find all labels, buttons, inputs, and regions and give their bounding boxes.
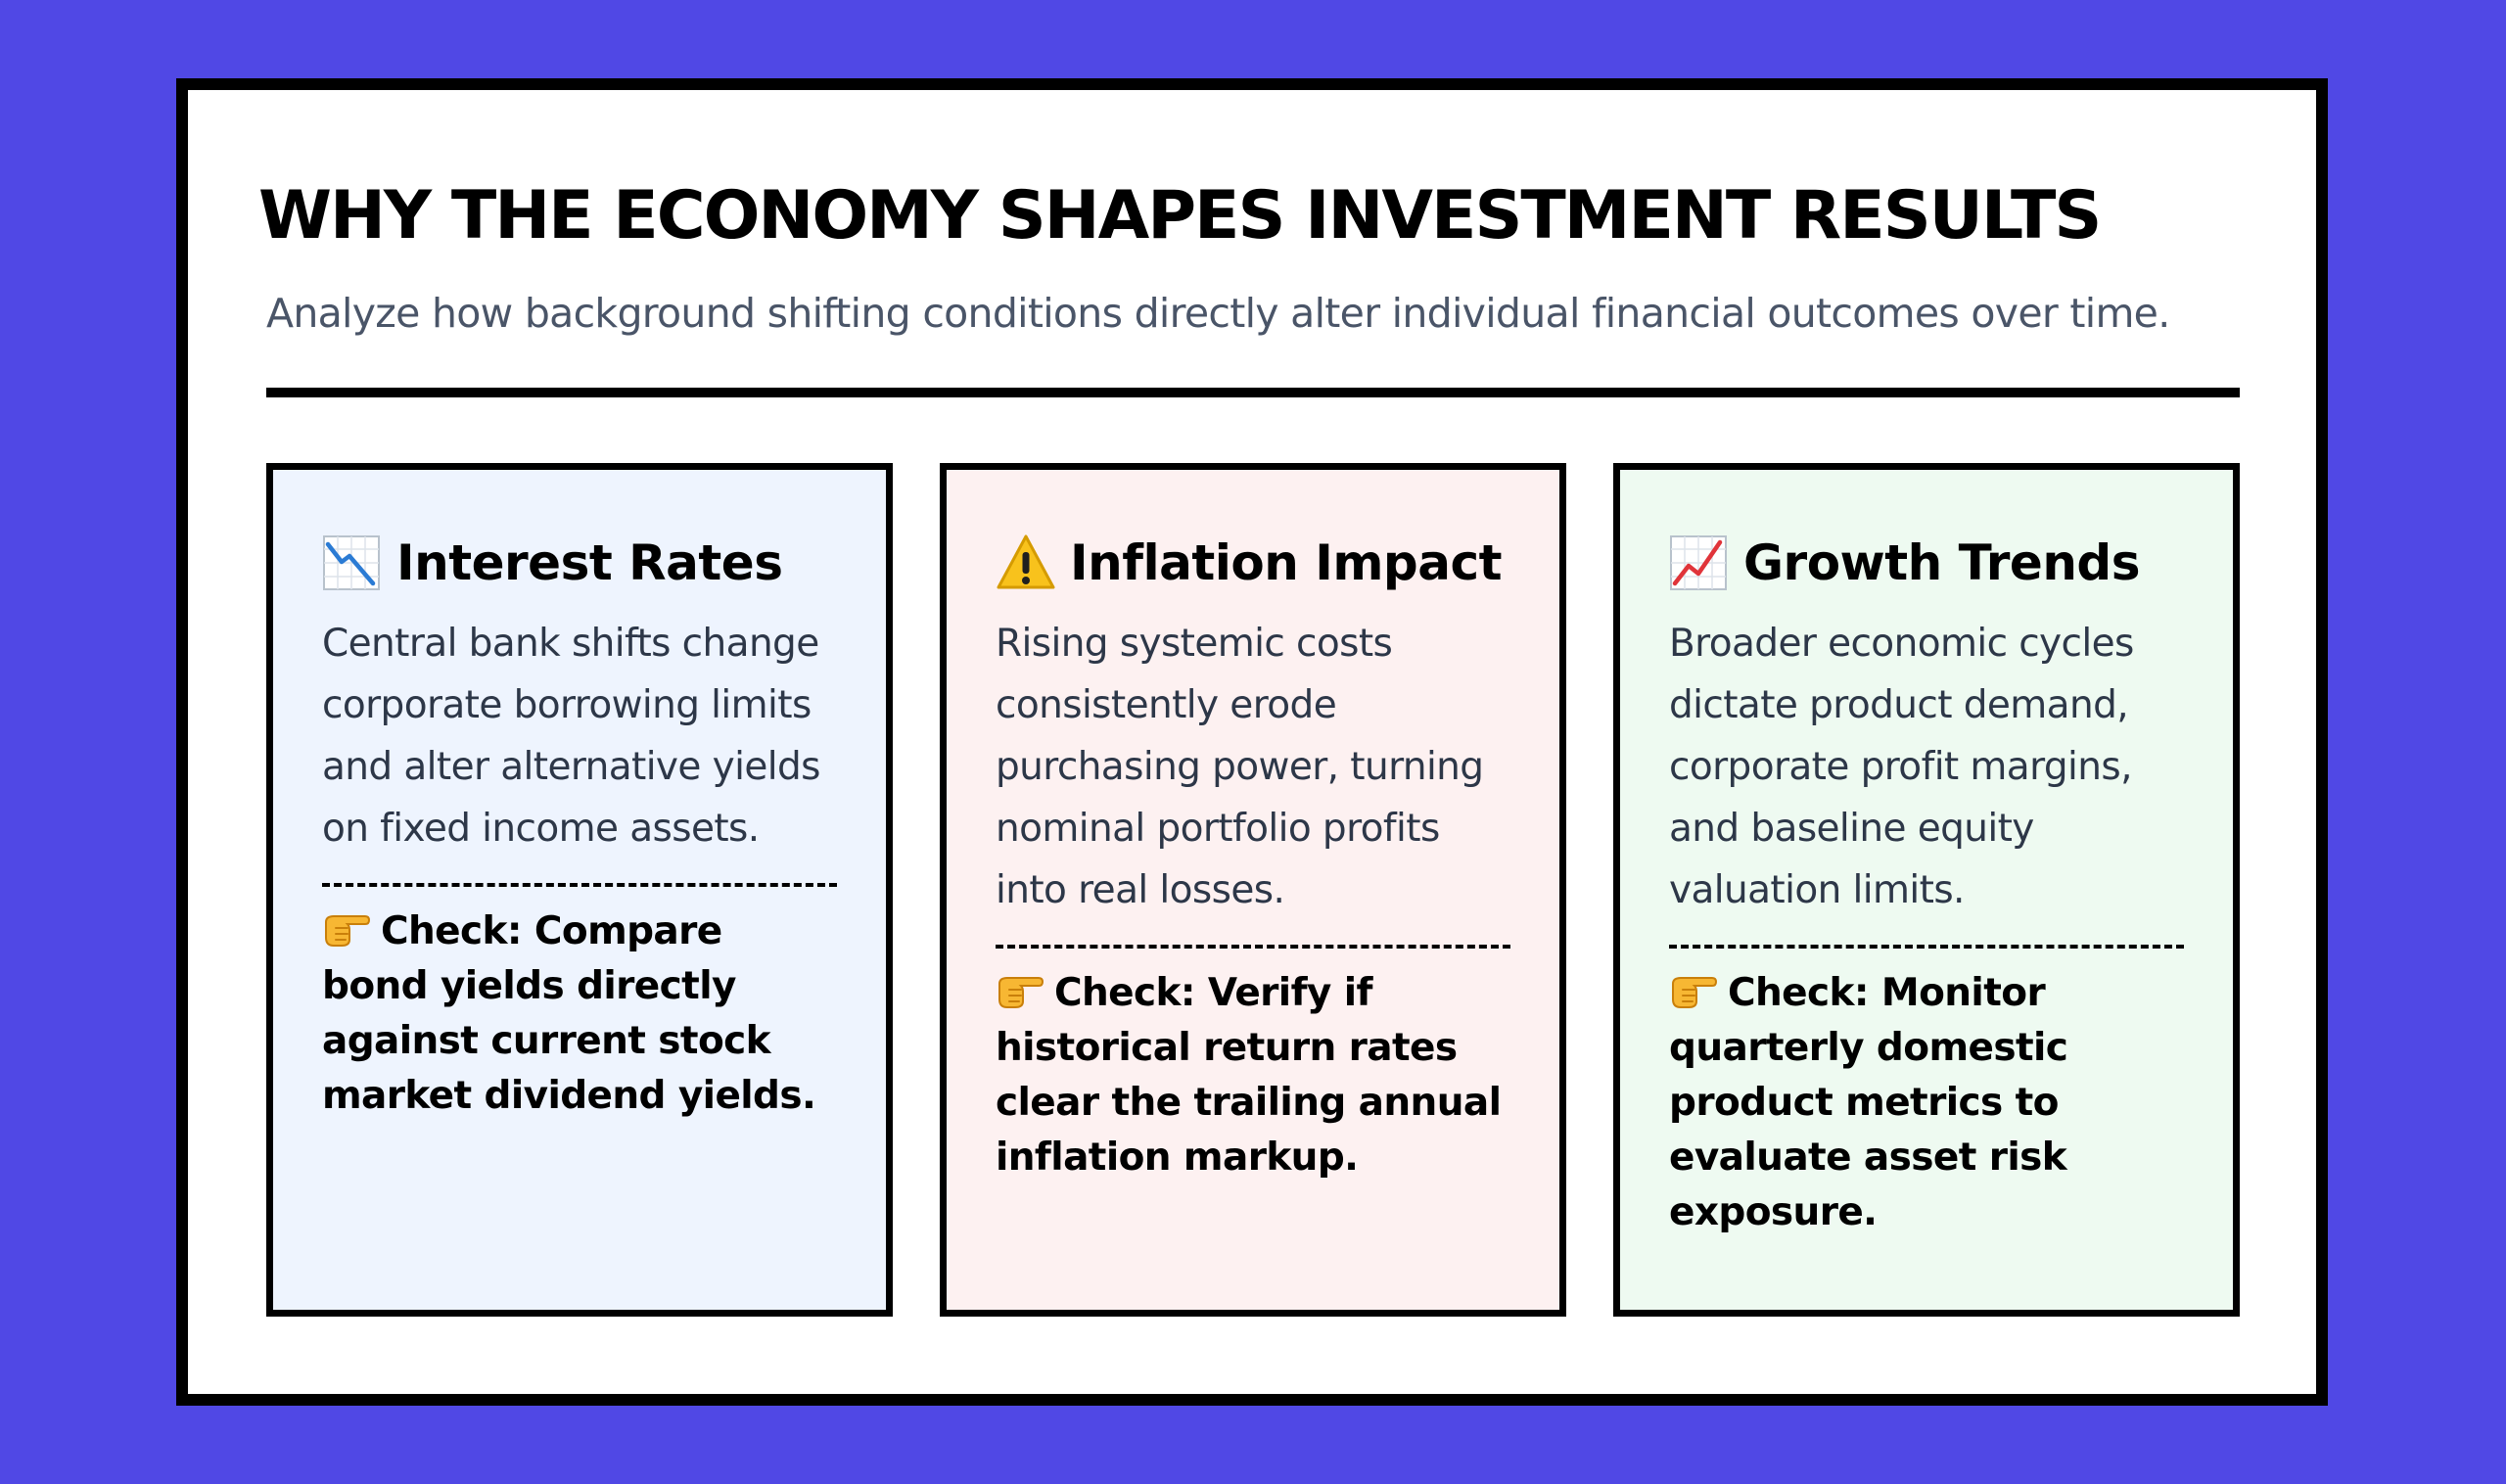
check-text: Check: Verify if historical return rates… xyxy=(996,971,1502,1180)
pointing-hand-icon xyxy=(322,908,371,948)
card-header: Interest Rates xyxy=(322,525,837,601)
check-text: Check: Compare bond yields directly agai… xyxy=(322,909,816,1118)
pointing-hand-icon xyxy=(996,970,1044,1009)
card-check: Check: Monitor quarterly domestic produc… xyxy=(1669,966,2184,1240)
card-growth-trends: Growth Trends Broader economic cycles di… xyxy=(1613,463,2240,1317)
card-body: Central bank shifts change corporate bor… xyxy=(322,622,820,851)
chart-increasing-icon xyxy=(1669,533,1730,593)
card-header: Inflation Impact xyxy=(996,525,1510,601)
card-title: Inflation Impact xyxy=(1070,534,1503,591)
card-check: Check: Compare bond yields directly agai… xyxy=(322,904,837,1124)
pointing-hand-icon xyxy=(1669,970,1718,1009)
page-subtitle: Analyze how background shifting conditio… xyxy=(266,290,2170,337)
card-check: Check: Verify if historical return rates… xyxy=(996,966,1510,1185)
card-title: Interest Rates xyxy=(396,534,783,591)
card-body: Broader economic cycles dictate product … xyxy=(1669,622,2134,912)
dashed-divider xyxy=(996,945,1510,949)
dashed-divider xyxy=(322,883,837,887)
dashed-divider xyxy=(1669,945,2184,949)
warning-icon xyxy=(996,533,1056,593)
card-interest-rates: Interest Rates Central bank shifts chang… xyxy=(266,463,893,1317)
chart-decreasing-icon xyxy=(322,533,383,593)
card-title: Growth Trends xyxy=(1743,534,2140,591)
card-header: Growth Trends xyxy=(1669,525,2184,601)
page-title: WHY THE ECONOMY SHAPES INVESTMENT RESULT… xyxy=(258,177,2102,255)
card-inflation-impact: Inflation Impact Rising systemic costs c… xyxy=(940,463,1566,1317)
card-body: Rising systemic costs consistently erode… xyxy=(996,622,1484,912)
title-divider xyxy=(266,388,2240,397)
check-text: Check: Monitor quarterly domestic produc… xyxy=(1669,971,2068,1234)
